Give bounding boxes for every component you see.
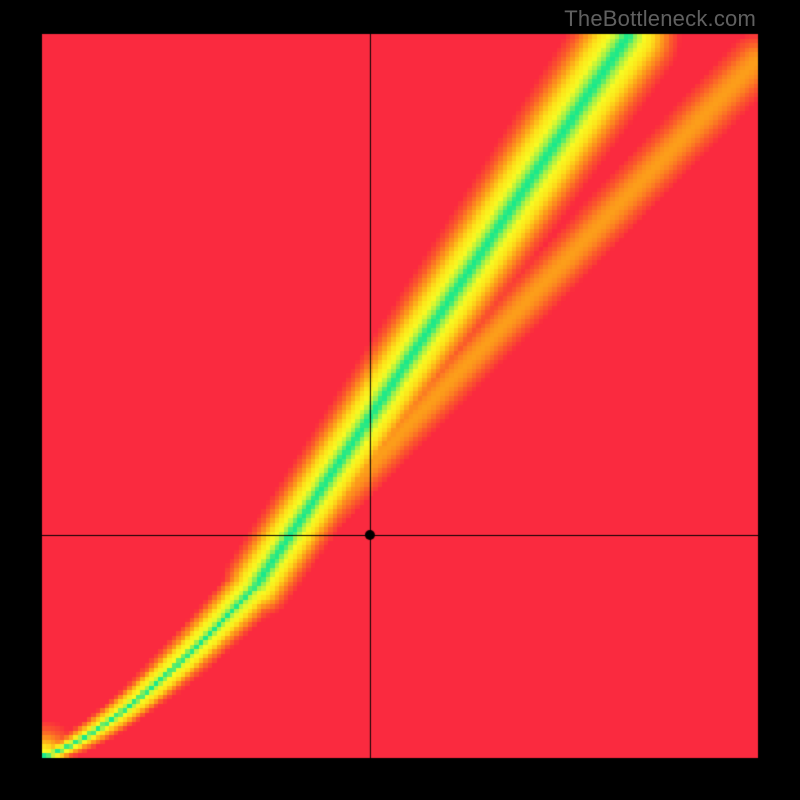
- watermark-text: TheBottleneck.com: [564, 6, 756, 32]
- chart-container: TheBottleneck.com: [0, 0, 800, 800]
- bottleneck-heatmap: [0, 0, 800, 800]
